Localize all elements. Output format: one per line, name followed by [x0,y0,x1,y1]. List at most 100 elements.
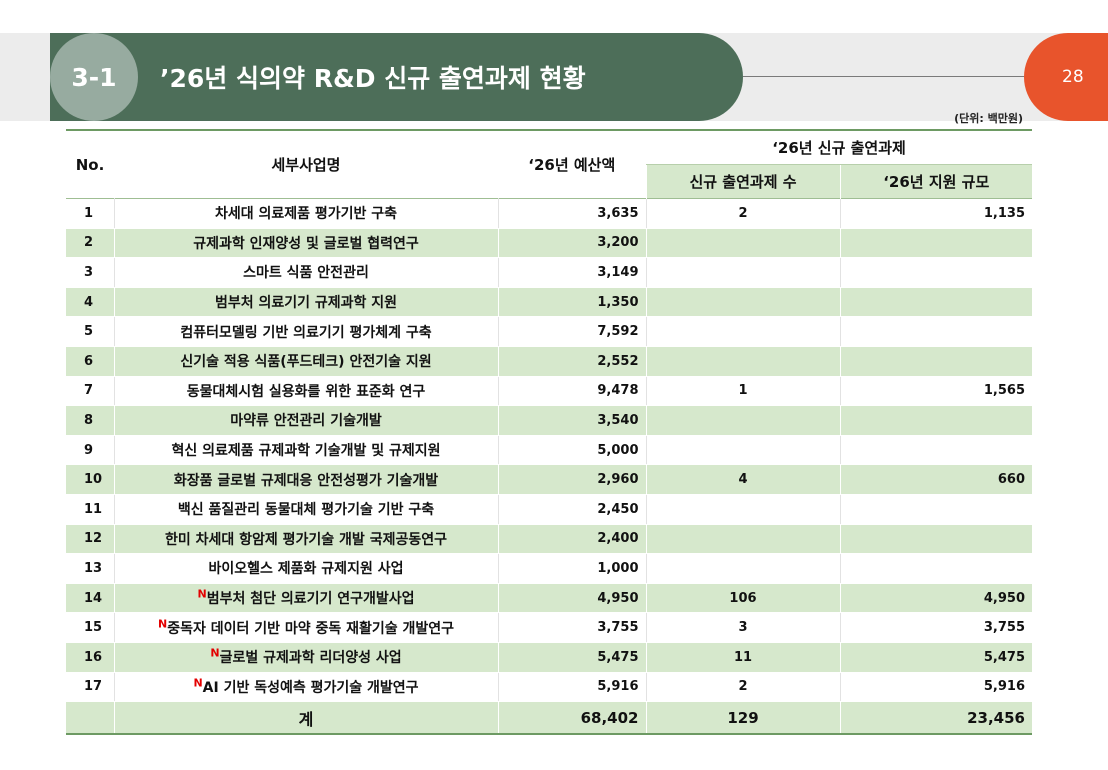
row-count [645,435,840,466]
row-count: 2 [645,672,840,703]
table-row: 2 규제과학 인재양성 및 글로벌 협력연구 3,200 [66,228,1032,259]
table-row: 1 차세대 의료제품 평가기반 구축 3,635 2 1,135 [66,198,1032,229]
row-scale [839,346,1032,377]
row-scale [839,257,1032,288]
row-scale [839,287,1032,318]
row-count: 1 [645,376,840,407]
table-row: 5 컴퓨터모델링 기반 의료기기 평가체계 구축 7,592 [66,316,1032,347]
row-budget: 5,916 [497,672,646,703]
row-count: 11 [645,642,840,673]
row-no: 12 [66,524,114,555]
row-scale: 5,916 [839,672,1032,703]
budget-table: No. 세부사업명 ‘26년 예산액 ‘26년 신규 출연과제 신규 출연과제 … [66,129,1032,736]
table-row: 12 한미 차세대 항암제 평가기술 개발 국제공동연구 2,400 [66,524,1032,555]
row-budget: 2,552 [497,346,646,377]
table-row: 16 N글로벌 규제과학 리더양성 사업 5,475 11 5,475 [66,642,1032,673]
table-row: 13 바이오헬스 제품화 규제지원 사업 1,000 [66,553,1032,584]
new-marker: N [193,676,203,690]
table-row: 11 백신 품질관리 동물대체 평가기술 기반 구축 2,450 [66,494,1032,525]
row-name-text: 범부처 첨단 의료기기 연구개발사업 [206,591,415,608]
row-scale [839,524,1032,555]
row-no: 6 [66,346,114,377]
row-count: 3 [645,612,840,643]
row-scale [839,435,1032,466]
total-budget: 68,402 [497,701,646,736]
unit-note: (단위: 백만원) [954,112,1023,125]
row-no: 10 [66,464,114,495]
row-scale [839,405,1032,436]
row-no: 1 [66,198,114,229]
row-budget: 7,592 [497,316,646,347]
total-label: 계 [113,701,498,736]
row-scale: 660 [839,464,1032,495]
header-count: 신규 출연과제 수 [645,164,840,199]
row-no: 11 [66,494,114,525]
row-no: 17 [66,672,114,703]
row-scale [839,228,1032,259]
row-no: 14 [66,583,114,614]
table-row: 6 신기술 적용 식품(푸드테크) 안전기술 지원 2,552 [66,346,1032,377]
row-name-text: 글로벌 규제과학 리더양성 사업 [219,650,402,667]
row-name: 백신 품질관리 동물대체 평가기술 기반 구축 [113,494,498,525]
row-name: N중독자 데이터 기반 마약 중독 재활기술 개발연구 [113,612,498,643]
table-row: 8 마약류 안전관리 기술개발 3,540 [66,405,1032,436]
section-number: 3-1 [50,33,138,121]
new-marker: N [197,587,207,601]
header-budget: ‘26년 예산액 [528,156,616,174]
row-name: N범부처 첨단 의료기기 연구개발사업 [113,583,498,614]
row-name: 규제과학 인재양성 및 글로벌 협력연구 [113,228,498,259]
row-scale: 5,475 [839,642,1032,673]
row-name: 스마트 식품 안전관리 [113,257,498,288]
table-row: 15 N중독자 데이터 기반 마약 중독 재활기술 개발연구 3,755 3 3,755 [66,612,1032,643]
header-no: No. [75,155,105,174]
row-name: 바이오헬스 제품화 규제지원 사업 [113,553,498,584]
row-budget: 2,450 [497,494,646,525]
table-body: 1 차세대 의료제품 평가기반 구축 3,635 2 1,135 2 규제과학 인재양성 및… [66,198,1032,703]
title-bar [50,33,743,121]
row-budget: 3,149 [497,257,646,288]
row-name: 컴퓨터모델링 기반 의료기기 평가체계 구축 [113,316,498,347]
table-row: 14 N범부처 첨단 의료기기 연구개발사업 4,950 106 4,950 [66,583,1032,614]
row-no: 5 [66,316,114,347]
row-budget: 2,400 [497,524,646,555]
header-group: ‘26년 신규 출연과제 [772,139,906,157]
total-scale: 23,456 [839,701,1032,736]
row-name: 범부처 의료기기 규제과학 지원 [113,287,498,318]
row-budget: 1,000 [497,553,646,584]
row-no: 16 [66,642,114,673]
row-scale: 3,755 [839,612,1032,643]
row-budget: 1,350 [497,287,646,318]
table-row: 4 범부처 의료기기 규제과학 지원 1,350 [66,287,1032,318]
row-no: 7 [66,376,114,407]
row-name: 동물대체시험 실용화를 위한 표준화 연구 [113,376,498,407]
header-divider [743,76,1033,77]
row-count: 106 [645,583,840,614]
total-no [66,701,114,736]
table-row: 9 혁신 의료제품 규제과학 기술개발 및 규제지원 5,000 [66,435,1032,466]
row-budget: 5,475 [497,642,646,673]
row-name: N글로벌 규제과학 리더양성 사업 [113,642,498,673]
row-no: 15 [66,612,114,643]
header-scale: ‘26년 지원 규모 [839,164,1032,199]
row-budget: 5,000 [497,435,646,466]
row-name-text: AI 기반 독성예측 평가기술 개발연구 [202,679,419,696]
row-count [645,257,840,288]
row-budget: 3,200 [497,228,646,259]
row-no: 8 [66,405,114,436]
row-count [645,228,840,259]
total-row: 계 68,402 129 23,456 [66,701,1032,736]
row-no: 4 [66,287,114,318]
row-name: NAI 기반 독성예측 평가기술 개발연구 [113,672,498,703]
row-scale [839,316,1032,347]
row-count: 2 [645,198,840,229]
page-number: 28 [1024,33,1108,121]
row-count [645,287,840,318]
row-scale: 1,565 [839,376,1032,407]
row-name: 화장품 글로벌 규제대응 안전성평가 기술개발 [113,464,498,495]
row-no: 2 [66,228,114,259]
row-scale [839,553,1032,584]
row-budget: 2,960 [497,464,646,495]
table-row: 17 NAI 기반 독성예측 평가기술 개발연구 5,916 2 5,916 [66,672,1032,703]
row-count [645,524,840,555]
row-count [645,316,840,347]
